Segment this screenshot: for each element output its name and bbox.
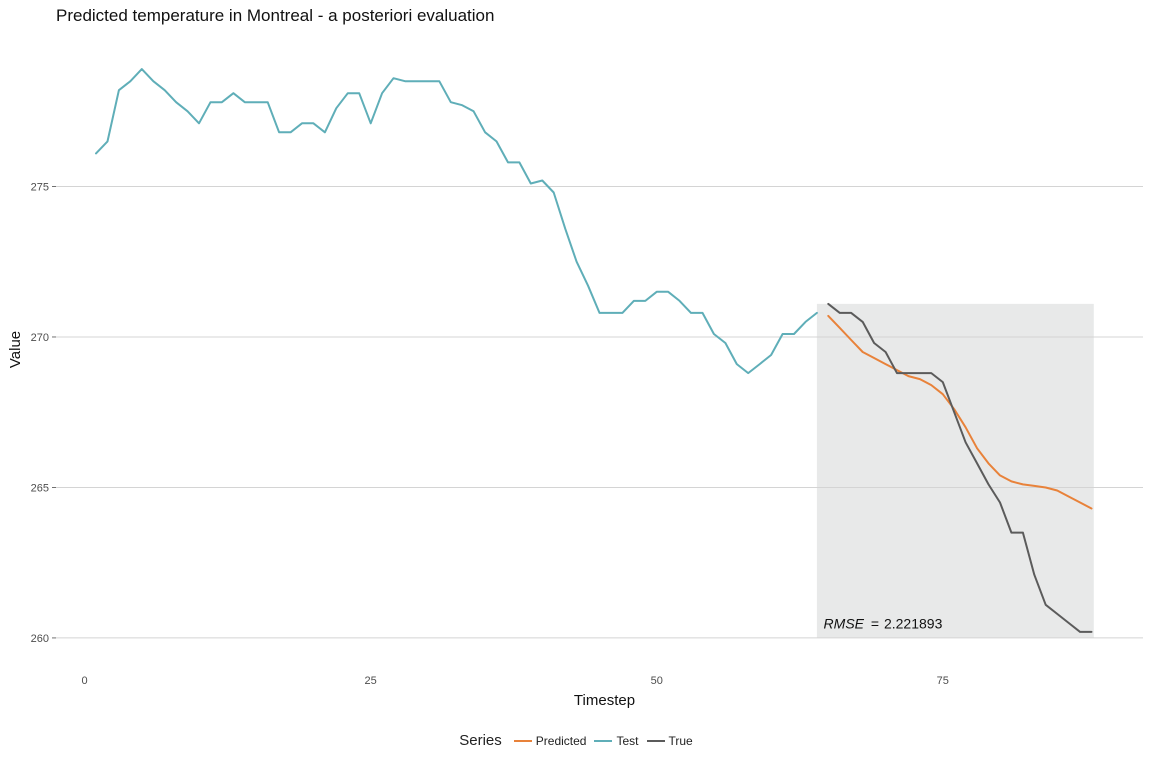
legend-item-test: Test xyxy=(594,733,639,748)
rmse-label: RMSE xyxy=(824,615,865,631)
legend-key-predicted xyxy=(513,739,532,742)
y-tick-label-260: 260 xyxy=(31,633,49,645)
series-lines xyxy=(95,68,1093,633)
series-line-true xyxy=(827,302,1093,633)
grid-lines xyxy=(56,185,1143,639)
forecast-highlight-region xyxy=(816,303,1094,638)
chart-title: Predicted temperature in Montreal - a po… xyxy=(56,6,495,25)
legend-item-true: True xyxy=(646,733,693,748)
y-tick-label-275: 275 xyxy=(31,181,49,193)
x-tick-label-50: 50 xyxy=(651,675,663,687)
x-axis-ticks: 0 25 50 75 xyxy=(82,675,949,687)
rmse-value: 2.221893 xyxy=(884,615,943,631)
y-axis-ticks: 260 265 270 275 xyxy=(31,181,56,645)
series-line-test xyxy=(95,68,818,375)
x-tick-label-0: 0 xyxy=(82,675,88,687)
x-tick-label-75: 75 xyxy=(937,675,949,687)
legend-key-true xyxy=(646,739,665,742)
rmse-annotation: RMSE = 2.221893 xyxy=(824,615,943,631)
x-axis-title: Timestep xyxy=(574,692,635,709)
legend-label-test: Test xyxy=(616,733,639,748)
series-line-predicted xyxy=(827,314,1093,510)
legend-label-predicted: Predicted xyxy=(535,733,587,748)
forecast-region-rect xyxy=(816,303,1094,638)
legend-label-true: True xyxy=(668,733,693,748)
y-tick-label-265: 265 xyxy=(31,482,49,494)
legend-key-test xyxy=(594,739,613,742)
rmse-operator: = xyxy=(871,615,879,631)
legend: Series Predicted Test True xyxy=(0,732,1152,749)
legend-item-predicted: Predicted xyxy=(513,733,587,748)
legend-title: Series xyxy=(459,732,502,749)
x-tick-label-25: 25 xyxy=(365,675,377,687)
y-axis-title: Value xyxy=(7,331,24,368)
y-tick-label-270: 270 xyxy=(31,332,49,344)
